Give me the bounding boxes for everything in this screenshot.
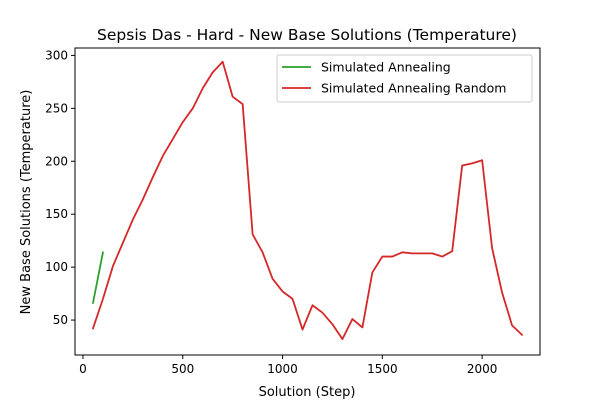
y-tick-label: 300 [45,48,68,62]
x-tick-label: 1500 [367,362,398,376]
x-axis-label: Solution (Step) [259,385,356,400]
y-tick-label: 100 [45,260,68,274]
y-tick-label: 150 [45,207,68,221]
legend: Simulated Annealing Simulated Annealing R… [276,54,533,103]
x-tick-label: 0 [79,362,87,376]
legend-label: Simulated Annealing [321,60,451,75]
y-axis: 50 100 150 200 250 300 [45,48,75,327]
y-tick-label: 50 [53,313,68,327]
legend-box [276,54,533,103]
x-axis: 0 500 1000 1500 2000 [79,355,497,376]
chart-title: Sepsis Das - Hard - New Base Solutions (… [97,26,517,44]
plot-frame [74,47,541,356]
series-line-1 [92,251,104,305]
series-line-2 [92,60,523,341]
x-tick-label: 2000 [467,362,498,376]
y-tick-label: 250 [45,101,68,115]
series-layer [92,60,523,341]
y-tick-label: 200 [45,154,68,168]
legend-label: Simulated Annealing Random [321,81,506,96]
x-tick-label: 1000 [267,362,298,376]
y-axis-label: New Base Solutions (Temperature) [19,90,34,315]
x-tick-label: 500 [171,362,194,376]
